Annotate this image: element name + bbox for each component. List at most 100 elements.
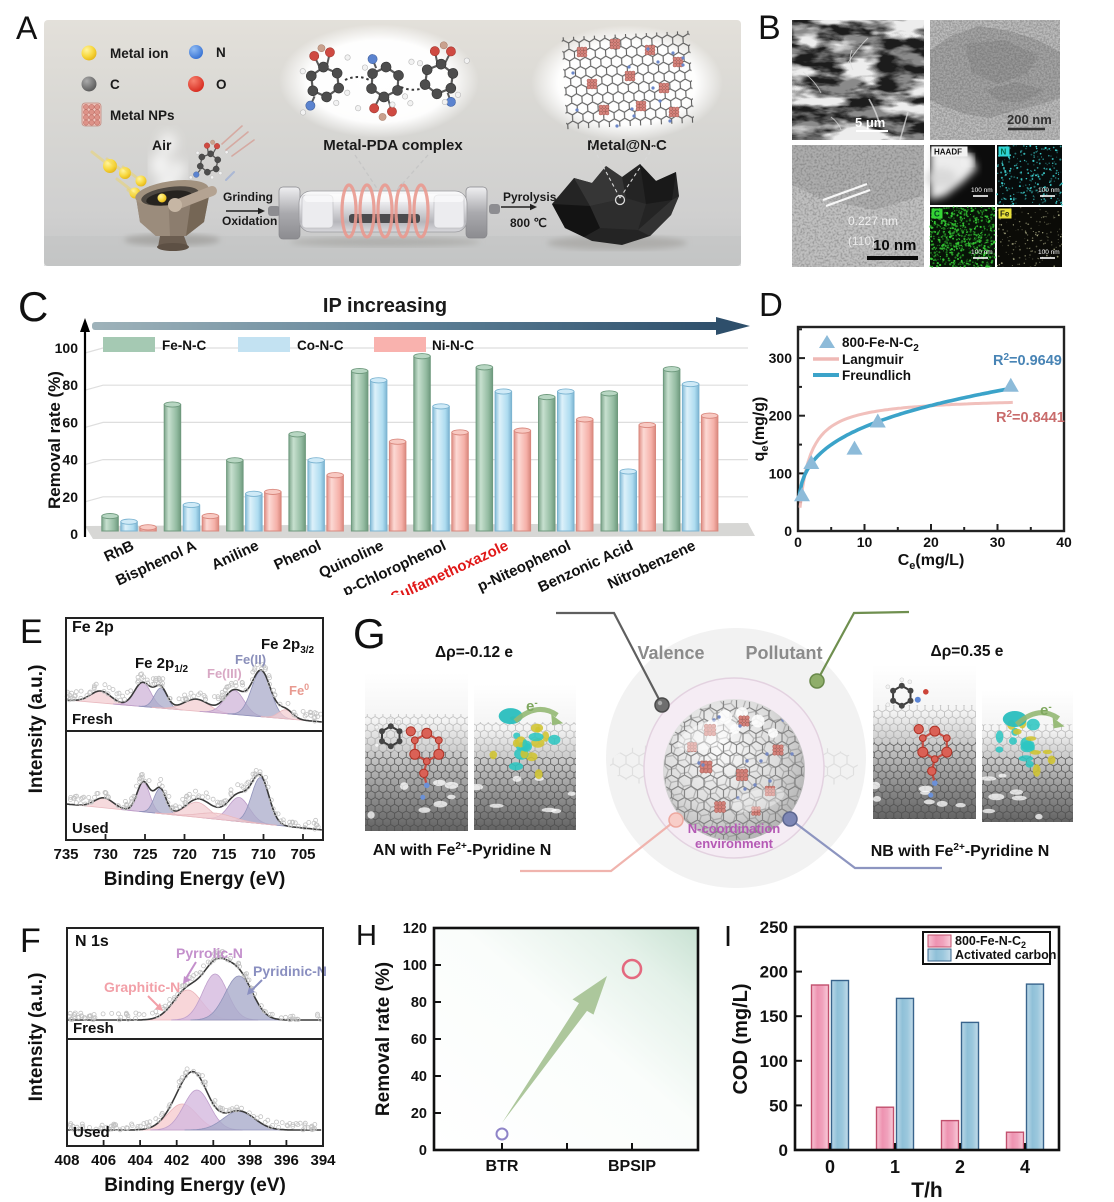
svg-text:H: H [356, 920, 377, 952]
svg-text:30: 30 [990, 534, 1006, 550]
svg-text:D: D [759, 286, 783, 323]
svg-text:COD (mg/L): COD (mg/L) [730, 983, 752, 1094]
svg-text:800 ℃: 800 ℃ [510, 216, 547, 230]
svg-text:394: 394 [310, 1152, 336, 1169]
svg-text:300: 300 [769, 350, 793, 366]
svg-text:0: 0 [779, 1141, 788, 1160]
svg-text:N: N [216, 45, 226, 60]
svg-text:0: 0 [419, 1143, 427, 1159]
svg-text:Fe: Fe [1000, 210, 1010, 219]
svg-text:Metal-PDA complex: Metal-PDA complex [323, 137, 463, 154]
svg-text:60: 60 [411, 1032, 427, 1048]
svg-text:Metal NPs: Metal NPs [110, 108, 175, 123]
svg-text:20: 20 [62, 489, 78, 505]
svg-text:AN with Fe2+-Pyridine N: AN with Fe2+-Pyridine N [373, 841, 552, 859]
svg-text:100 nm: 100 nm [971, 249, 993, 256]
svg-text:O: O [216, 77, 227, 92]
svg-text:Fe 2p: Fe 2p [72, 619, 114, 636]
svg-text:406: 406 [91, 1152, 116, 1169]
svg-text:Phenol: Phenol [271, 537, 324, 574]
svg-text:NB with Fe2+-Pyridine N: NB with Fe2+-Pyridine N [871, 842, 1050, 860]
svg-text:environment: environment [695, 836, 774, 851]
svg-text:0.227 nm: 0.227 nm [848, 214, 898, 228]
svg-text:Activated carbon: Activated carbon [955, 948, 1056, 962]
svg-text:100: 100 [403, 958, 427, 974]
svg-text:735: 735 [53, 846, 78, 863]
svg-text:100: 100 [760, 1052, 788, 1071]
svg-text:Pyridinic-N: Pyridinic-N [253, 963, 327, 979]
svg-text:Graphitic-N: Graphitic-N [104, 979, 180, 995]
svg-text:Metal@N-C: Metal@N-C [587, 137, 667, 154]
svg-text:Aniline: Aniline [209, 537, 262, 574]
svg-text:BPSIP: BPSIP [608, 1158, 656, 1175]
svg-text:150: 150 [760, 1007, 788, 1026]
svg-text:R2=0.8441: R2=0.8441 [996, 409, 1065, 426]
svg-text:Oxidation: Oxidation [222, 214, 277, 228]
svg-text:40: 40 [1056, 534, 1072, 550]
svg-text:250: 250 [760, 918, 788, 937]
svg-text:Freundlich: Freundlich [842, 368, 911, 383]
svg-text:e-: e- [526, 698, 538, 715]
svg-text:Used: Used [72, 820, 109, 837]
svg-text:Binding Energy (eV): Binding Energy (eV) [104, 869, 286, 890]
svg-text:C: C [110, 77, 120, 92]
svg-text:2: 2 [955, 1157, 965, 1177]
svg-text:Δρ=-0.12 e: Δρ=-0.12 e [435, 644, 513, 661]
svg-text:10 nm: 10 nm [873, 237, 916, 254]
svg-text:e-: e- [1040, 702, 1052, 719]
svg-text:Langmuir: Langmuir [842, 352, 904, 367]
svg-text:E: E [20, 613, 43, 651]
svg-text:720: 720 [172, 846, 197, 863]
svg-text:200: 200 [760, 963, 788, 982]
svg-text:408: 408 [54, 1152, 79, 1169]
svg-text:IP increasing: IP increasing [323, 295, 447, 317]
svg-text:0: 0 [70, 526, 78, 542]
svg-text:710: 710 [251, 846, 276, 863]
svg-text:Grinding: Grinding [223, 190, 273, 204]
svg-text:100 nm: 100 nm [1038, 249, 1060, 256]
svg-text:A: A [16, 10, 38, 46]
svg-text:Metal ion: Metal ion [110, 46, 169, 61]
svg-text:Co-N-C: Co-N-C [297, 338, 344, 353]
svg-text:725: 725 [132, 846, 157, 863]
svg-text:Δρ=0.35 e: Δρ=0.35 e [931, 643, 1004, 660]
svg-text:qe(mg/g): qe(mg/g) [751, 397, 771, 462]
svg-text:40: 40 [62, 452, 78, 468]
svg-text:Fe 2p3/2: Fe 2p3/2 [261, 636, 315, 656]
svg-text:Fe(II): Fe(II) [235, 652, 266, 667]
svg-text:20: 20 [923, 534, 939, 550]
svg-text:RhB: RhB [102, 537, 137, 566]
svg-text:Fe-N-C: Fe-N-C [162, 338, 206, 353]
svg-text:Pyrrolic-N: Pyrrolic-N [176, 945, 243, 961]
svg-text:0: 0 [825, 1157, 835, 1177]
svg-text:40: 40 [411, 1069, 427, 1085]
svg-text:404: 404 [128, 1152, 154, 1169]
svg-text:730: 730 [93, 846, 118, 863]
svg-text:Removal rate (%): Removal rate (%) [45, 371, 64, 509]
svg-text:0: 0 [784, 523, 792, 539]
svg-text:20: 20 [411, 1106, 427, 1122]
svg-text:800-Fe-N-C2: 800-Fe-N-C2 [842, 335, 919, 354]
svg-text:4: 4 [1020, 1157, 1030, 1177]
svg-text:C: C [934, 210, 940, 219]
svg-text:B: B [758, 10, 781, 47]
svg-text:Removal rate (%): Removal rate (%) [373, 962, 394, 1116]
svg-text:G: G [353, 610, 386, 657]
svg-text:5 μm: 5 μm [855, 115, 885, 130]
svg-text:BTR: BTR [486, 1158, 519, 1175]
svg-text:Fe0: Fe0 [289, 682, 309, 698]
svg-text:120: 120 [403, 921, 427, 937]
svg-text:Pyrolysis: Pyrolysis [503, 190, 557, 204]
svg-text:(110): (110) [848, 234, 875, 248]
svg-text:N-coordination: N-coordination [688, 821, 780, 836]
svg-text:R2=0.9649: R2=0.9649 [993, 352, 1062, 369]
svg-text:200 nm: 200 nm [1007, 112, 1052, 127]
svg-text:60: 60 [62, 414, 78, 430]
svg-text:80: 80 [411, 995, 427, 1011]
svg-text:Pollutant: Pollutant [746, 643, 823, 663]
svg-text:100: 100 [769, 465, 793, 481]
svg-text:T/h: T/h [911, 1179, 943, 1202]
svg-text:Air: Air [152, 137, 172, 153]
svg-text:Fresh: Fresh [72, 711, 113, 728]
svg-text:Fresh: Fresh [73, 1020, 114, 1037]
